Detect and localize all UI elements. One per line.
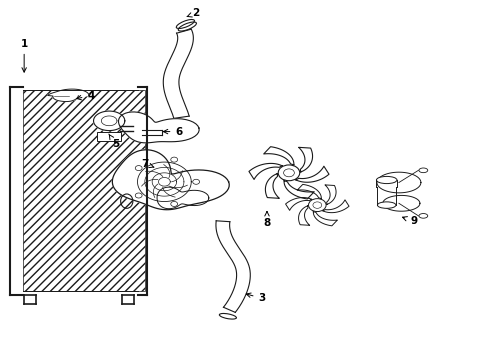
Polygon shape <box>298 206 310 225</box>
Polygon shape <box>323 200 349 213</box>
Polygon shape <box>249 163 282 179</box>
Circle shape <box>278 165 300 181</box>
Text: 2: 2 <box>187 8 200 18</box>
Circle shape <box>171 202 177 207</box>
Polygon shape <box>313 212 337 226</box>
Polygon shape <box>112 150 229 210</box>
Circle shape <box>309 199 326 212</box>
Text: 5: 5 <box>109 134 119 149</box>
Text: 7: 7 <box>141 159 154 169</box>
Polygon shape <box>94 111 125 131</box>
Polygon shape <box>163 29 194 118</box>
Polygon shape <box>284 181 314 199</box>
Ellipse shape <box>419 213 428 218</box>
Text: 6: 6 <box>163 127 183 136</box>
Ellipse shape <box>377 202 396 208</box>
Polygon shape <box>286 198 312 210</box>
Bar <box>97 132 122 140</box>
Bar <box>23 90 145 291</box>
Circle shape <box>135 166 142 171</box>
Polygon shape <box>264 147 294 165</box>
Ellipse shape <box>220 314 237 319</box>
Polygon shape <box>297 184 321 199</box>
Polygon shape <box>216 221 250 312</box>
Text: 9: 9 <box>403 216 417 226</box>
Ellipse shape <box>419 168 428 173</box>
Polygon shape <box>298 147 313 172</box>
Polygon shape <box>119 112 199 143</box>
Polygon shape <box>48 89 89 102</box>
Text: 8: 8 <box>263 212 270 228</box>
Text: 3: 3 <box>246 293 266 303</box>
Polygon shape <box>296 166 329 182</box>
Circle shape <box>135 193 142 198</box>
Ellipse shape <box>176 19 195 28</box>
Ellipse shape <box>376 176 397 184</box>
Polygon shape <box>266 174 279 198</box>
Text: 1: 1 <box>21 39 28 72</box>
Polygon shape <box>325 185 336 204</box>
Text: 4: 4 <box>77 91 95 101</box>
Circle shape <box>171 157 177 162</box>
Circle shape <box>193 179 199 184</box>
Polygon shape <box>157 187 209 209</box>
